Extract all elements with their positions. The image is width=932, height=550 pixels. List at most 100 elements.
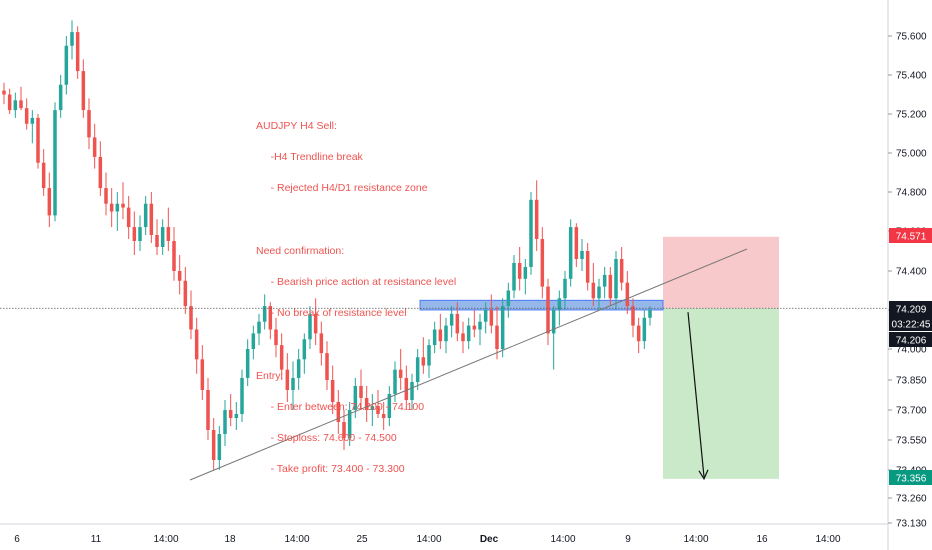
candle-body bbox=[19, 100, 23, 109]
candle-body bbox=[619, 259, 624, 283]
candle-body bbox=[92, 137, 97, 157]
candle-body bbox=[636, 325, 641, 342]
candle-body bbox=[597, 286, 601, 299]
candle-body bbox=[2, 90, 6, 95]
drawing-overlays bbox=[0, 248, 888, 481]
price-badge bbox=[889, 228, 932, 243]
candle-body bbox=[472, 325, 477, 330]
candle-body bbox=[189, 306, 193, 330]
candle-body bbox=[585, 251, 590, 283]
price-badge-label: 74.206 bbox=[896, 336, 927, 347]
price-badge bbox=[889, 332, 932, 347]
y-tick-label: 75.000 bbox=[896, 149, 927, 160]
candle-body bbox=[228, 410, 233, 418]
x-tick-label: 14:00 bbox=[683, 534, 708, 545]
x-tick-label: 11 bbox=[91, 534, 102, 545]
x-tick-label: 9 bbox=[625, 534, 631, 545]
candle-body bbox=[30, 117, 35, 124]
candle-body bbox=[342, 422, 346, 438]
candle-body bbox=[257, 321, 261, 334]
candle-body bbox=[551, 310, 556, 334]
candle-body bbox=[194, 329, 199, 360]
candle-body bbox=[126, 207, 131, 228]
y-tick-label: 75.600 bbox=[896, 32, 927, 43]
candle-body bbox=[279, 345, 284, 370]
candle-body bbox=[313, 313, 318, 334]
projection-arrow-head bbox=[698, 469, 709, 481]
candle-body bbox=[70, 32, 74, 46]
candle-body bbox=[540, 239, 545, 287]
candle-body bbox=[466, 325, 471, 342]
candle-body bbox=[421, 357, 426, 366]
candle-body bbox=[234, 414, 239, 418]
y-tick-label: 74.000 bbox=[896, 345, 927, 356]
candle-body bbox=[602, 274, 607, 287]
candle-body bbox=[64, 45, 69, 85]
candle-body bbox=[217, 434, 222, 460]
candle-body bbox=[387, 394, 392, 418]
candle-body bbox=[36, 117, 40, 163]
candle-body bbox=[455, 313, 460, 334]
stop-loss-zone bbox=[663, 236, 779, 309]
annotation-line: Entry: bbox=[256, 369, 284, 382]
candle-body bbox=[223, 410, 227, 434]
y-tick-label: 75.200 bbox=[896, 110, 927, 121]
candles bbox=[2, 20, 652, 470]
candle-body bbox=[580, 251, 584, 259]
candle-body bbox=[364, 398, 369, 410]
candle-body bbox=[359, 386, 363, 398]
candle-body bbox=[563, 278, 567, 299]
y-tick-label: 73.130 bbox=[896, 519, 927, 530]
candle-body bbox=[121, 203, 125, 208]
candle-body bbox=[13, 100, 18, 111]
x-tick-label: 14:00 bbox=[815, 534, 840, 545]
x-tick-label: 14:00 bbox=[284, 534, 309, 545]
x-tick-label: Dec bbox=[480, 534, 499, 545]
annotation-line: - Rejected H4/D1 resistance zone bbox=[256, 182, 428, 195]
y-tick-label: 73.260 bbox=[896, 494, 927, 505]
x-tick-label: 14:00 bbox=[153, 534, 178, 545]
candle-body bbox=[325, 353, 329, 380]
candle-body bbox=[330, 380, 335, 402]
annotation-line: - Bearish price action at resistance lev… bbox=[256, 275, 457, 288]
candle-body bbox=[523, 267, 528, 279]
candle-body bbox=[47, 188, 52, 216]
x-tick-label: 14:00 bbox=[550, 534, 575, 545]
annotation-line: - Stoploss: 74.600 - 74.500 bbox=[256, 432, 397, 444]
candle-body bbox=[591, 282, 596, 299]
candle-body bbox=[240, 377, 244, 414]
y-tick-label: 73.550 bbox=[896, 436, 927, 447]
candle-body bbox=[625, 282, 630, 307]
candle-body bbox=[415, 357, 420, 382]
candle-body bbox=[132, 227, 137, 241]
candle-body bbox=[245, 349, 250, 378]
candle-body bbox=[398, 369, 403, 378]
candle-body bbox=[404, 377, 409, 400]
annotation-line bbox=[256, 214, 456, 224]
candle-body bbox=[206, 390, 210, 430]
candle-body bbox=[376, 406, 380, 414]
candle-body bbox=[274, 329, 278, 346]
candle-body bbox=[427, 345, 431, 366]
x-tick-label: 14:00 bbox=[416, 534, 441, 545]
x-tick-label: 25 bbox=[356, 534, 368, 545]
candle-body bbox=[495, 325, 499, 349]
candle-body bbox=[444, 325, 448, 342]
candle-body bbox=[393, 369, 397, 394]
candle-body bbox=[268, 306, 273, 330]
annotation-line bbox=[256, 339, 456, 349]
candle-body bbox=[296, 359, 301, 378]
candle-body bbox=[302, 339, 307, 360]
projection-arrow-line bbox=[687, 312, 705, 477]
annotation-line: - Enter between: 74.200 - 74.100 bbox=[256, 400, 425, 413]
price-badge bbox=[889, 470, 932, 485]
candle-body bbox=[109, 203, 114, 212]
candle-body bbox=[155, 235, 159, 247]
candle-body bbox=[483, 310, 488, 322]
candle-body bbox=[24, 108, 29, 124]
y-tick-label: 74.800 bbox=[896, 188, 927, 199]
candle-body bbox=[262, 306, 267, 322]
candle-body bbox=[478, 321, 482, 330]
